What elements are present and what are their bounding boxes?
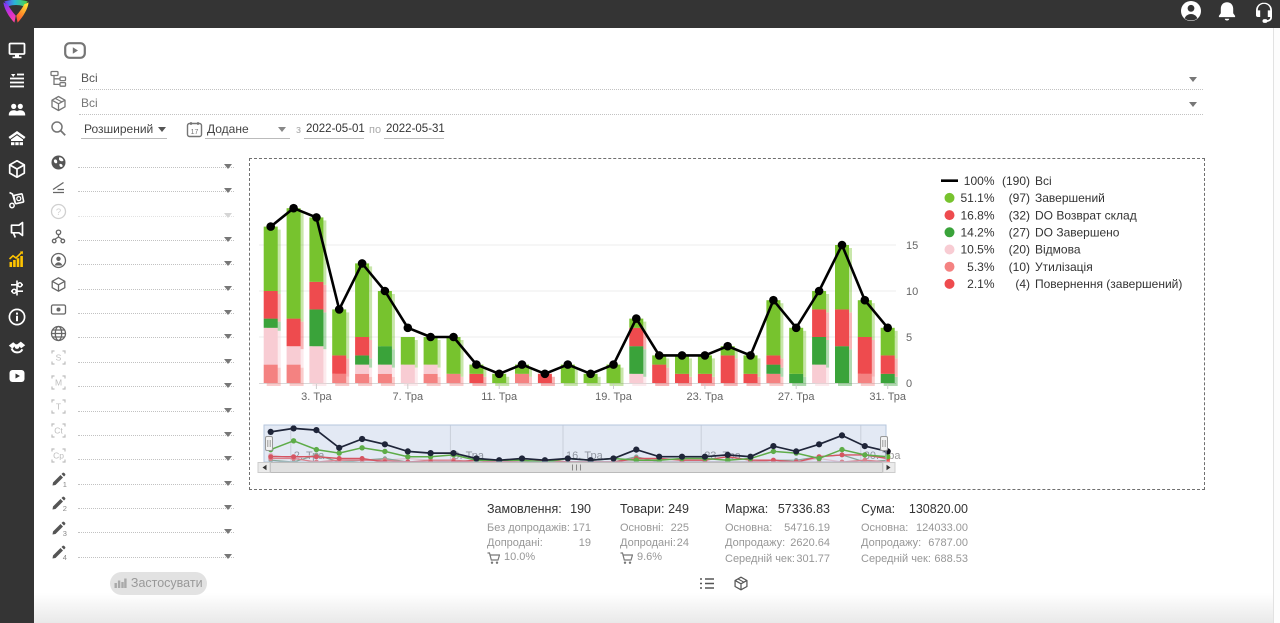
svg-text:4: 4 bbox=[63, 553, 67, 561]
svg-text:2: 2 bbox=[63, 504, 67, 512]
svg-text:Cp: Cp bbox=[53, 451, 64, 461]
svg-text:5.3%: 5.3% bbox=[967, 260, 995, 274]
svg-text:2.1%: 2.1% bbox=[967, 277, 995, 291]
svg-text:S: S bbox=[56, 353, 62, 363]
svg-text:(27): (27) bbox=[1009, 226, 1030, 240]
svg-text:19. Тра: 19. Тра bbox=[595, 391, 633, 403]
svg-text:(4): (4) bbox=[1015, 277, 1030, 291]
svg-text:14.2%: 14.2% bbox=[960, 226, 994, 240]
svg-text:DO Завершено: DO Завершено bbox=[1035, 226, 1120, 240]
svg-text:3. Тра: 3. Тра bbox=[301, 391, 332, 403]
svg-text:(20): (20) bbox=[1009, 243, 1030, 257]
svg-text:0: 0 bbox=[906, 378, 912, 390]
svg-text:100%: 100% bbox=[964, 174, 995, 188]
svg-text:23. Тра: 23. Тра bbox=[687, 391, 725, 403]
svg-text:1: 1 bbox=[63, 480, 67, 488]
svg-text:17: 17 bbox=[191, 129, 199, 136]
svg-text:Всі: Всі bbox=[1035, 174, 1052, 188]
svg-text:(10): (10) bbox=[1009, 260, 1030, 274]
svg-text:Ct: Ct bbox=[54, 426, 63, 436]
svg-text:T: T bbox=[56, 402, 61, 412]
svg-text:15: 15 bbox=[906, 240, 918, 252]
svg-text:Відмова: Відмова bbox=[1035, 243, 1081, 257]
svg-text:Утилізація: Утилізація bbox=[1035, 260, 1093, 274]
svg-text:(190): (190) bbox=[1002, 174, 1030, 188]
svg-text:DO Возврат склад: DO Возврат склад bbox=[1035, 208, 1137, 222]
svg-text:?: ? bbox=[56, 207, 61, 218]
svg-text:10.5%: 10.5% bbox=[960, 243, 994, 257]
svg-text:11. Тра: 11. Тра bbox=[481, 391, 518, 403]
svg-text:27. Тра: 27. Тра bbox=[778, 391, 816, 403]
svg-text:Завершений: Завершений bbox=[1035, 191, 1105, 205]
svg-text:31. Тра: 31. Тра bbox=[869, 391, 907, 403]
svg-text:5: 5 bbox=[906, 332, 912, 344]
svg-text:(32): (32) bbox=[1009, 208, 1030, 222]
svg-text:7. Тра: 7. Тра bbox=[393, 391, 424, 403]
svg-text:16.8%: 16.8% bbox=[960, 208, 994, 222]
svg-text:Повернення (завершений): Повернення (завершений) bbox=[1035, 277, 1182, 291]
svg-text:(97): (97) bbox=[1009, 191, 1030, 205]
svg-text:M: M bbox=[55, 378, 62, 388]
svg-text:51.1%: 51.1% bbox=[960, 191, 994, 205]
svg-text:10: 10 bbox=[906, 286, 918, 298]
svg-text:3: 3 bbox=[63, 529, 67, 537]
